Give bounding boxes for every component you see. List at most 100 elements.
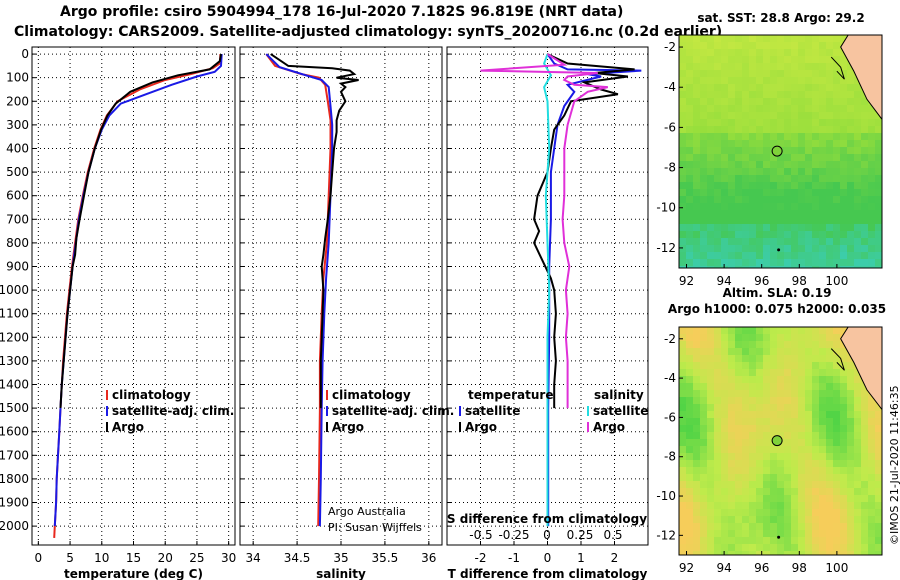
sst_map-cell — [819, 140, 827, 148]
sla_map-cell — [770, 383, 778, 391]
sst_map-cell — [861, 231, 869, 239]
sst_map-cell — [679, 42, 687, 50]
sst_map-cell — [763, 210, 771, 218]
sst_map-cell — [693, 266, 701, 269]
sst_map-cell — [826, 259, 834, 267]
sla_map-cell — [826, 348, 834, 356]
timestamp-stamp: ©IMOS 21-Jul-2020 11:46:35 — [888, 385, 900, 545]
sst_map-cell — [777, 259, 785, 267]
sla_map-cell — [721, 460, 729, 468]
sst_map-cell — [875, 217, 883, 225]
sst_map-cell — [749, 210, 757, 218]
sla_map-cell — [777, 334, 785, 342]
sla_map-cell — [742, 439, 750, 447]
sla_map-cell — [700, 551, 708, 556]
sst_map-cell — [693, 259, 701, 267]
diff-legend-sal-title: salinity — [594, 388, 644, 402]
depth-tick-label: 200 — [6, 94, 29, 108]
sst_map-cell — [700, 231, 708, 239]
sst_map-cell — [700, 147, 708, 155]
sst_map-cell — [714, 266, 722, 269]
sla_map-cell — [868, 551, 876, 556]
sla_map-cell — [721, 390, 729, 398]
sla_map-cell — [728, 523, 736, 531]
sla_map-cell — [749, 446, 757, 454]
sla_map-cell — [819, 348, 827, 356]
sst_map-cell — [763, 182, 771, 190]
sla_map-cell — [735, 516, 743, 524]
sst_map-cell — [805, 147, 813, 155]
sla_map-cell — [679, 432, 687, 440]
sst_map-cell — [679, 126, 687, 134]
sst_map-cell — [735, 105, 743, 113]
sla_map-cell — [826, 390, 834, 398]
depth-tick-label: 1900 — [0, 496, 29, 510]
sla_map-cell — [707, 446, 715, 454]
sst_map-cell — [749, 147, 757, 155]
sst_map-cell — [826, 238, 834, 246]
sst_map-cell — [826, 175, 834, 183]
sst_map-cell — [700, 245, 708, 253]
sla_map-cell — [707, 523, 715, 531]
sst_map-cell — [784, 147, 792, 155]
sla_map-cell — [686, 516, 694, 524]
sst_map-cell — [742, 231, 750, 239]
sst_map-cell — [805, 224, 813, 232]
sst_map-cell — [854, 84, 862, 92]
sst_map-cell — [693, 56, 701, 64]
sst_map-cell — [805, 42, 813, 50]
sst_map-cell — [756, 168, 764, 176]
sla_map-cell — [770, 348, 778, 356]
sst_map-cell — [756, 231, 764, 239]
sla_map-cell — [749, 488, 757, 496]
sst_map-cell — [728, 182, 736, 190]
sla_map-cell — [833, 334, 841, 342]
sla_map-cell — [777, 544, 785, 552]
sst_map-cell — [875, 161, 883, 169]
sla_map-cell — [763, 481, 771, 489]
sla_map-cell — [840, 355, 848, 363]
sla_map-cell — [812, 439, 820, 447]
sst_map-cell — [854, 210, 862, 218]
sst_map-cell — [707, 245, 715, 253]
sst_map-cell — [777, 238, 785, 246]
sst_map-cell — [819, 259, 827, 267]
sla_map-cell — [826, 551, 834, 556]
sla_map-cell — [812, 383, 820, 391]
sla_map-cell — [679, 495, 687, 503]
sla_map-cell — [812, 411, 820, 419]
sst_map-cell — [826, 112, 834, 120]
sla_map-float-marker — [771, 435, 783, 447]
sst_map-ytick-label: -6 — [664, 120, 676, 134]
sst_map-cell — [693, 182, 701, 190]
sla_map-cell — [791, 502, 799, 510]
sla_map-cell — [854, 453, 862, 461]
sst_map-cell — [763, 133, 771, 141]
sst_map-cell — [714, 119, 722, 127]
sla_map-cell — [756, 362, 764, 370]
sla_map-cell — [840, 376, 848, 384]
sla_map-cell — [791, 467, 799, 475]
sla_map-cell — [805, 383, 813, 391]
sst_map-cell — [784, 238, 792, 246]
sla_map-cell — [861, 474, 869, 482]
sst_map-cell — [854, 154, 862, 162]
sla_map-cell — [763, 474, 771, 482]
sst_map-cell — [742, 161, 750, 169]
sst_map-cell — [721, 84, 729, 92]
sst_map-cell — [819, 77, 827, 85]
sst_map-cell — [735, 119, 743, 127]
sla_map-cell — [854, 530, 862, 538]
sla_map-cell — [840, 530, 848, 538]
sla_map-cell — [679, 474, 687, 482]
sla_map-cell — [833, 474, 841, 482]
sla_map-cell — [777, 460, 785, 468]
sla_map-cell — [756, 544, 764, 552]
sla_map-cell — [770, 327, 778, 335]
sst_map-cell — [693, 196, 701, 204]
sst_map-cell — [763, 224, 771, 232]
sla_map-cell — [805, 474, 813, 482]
sst_map-cell — [854, 175, 862, 183]
sst_map-cell — [756, 70, 764, 78]
sla_map-cell — [791, 418, 799, 426]
